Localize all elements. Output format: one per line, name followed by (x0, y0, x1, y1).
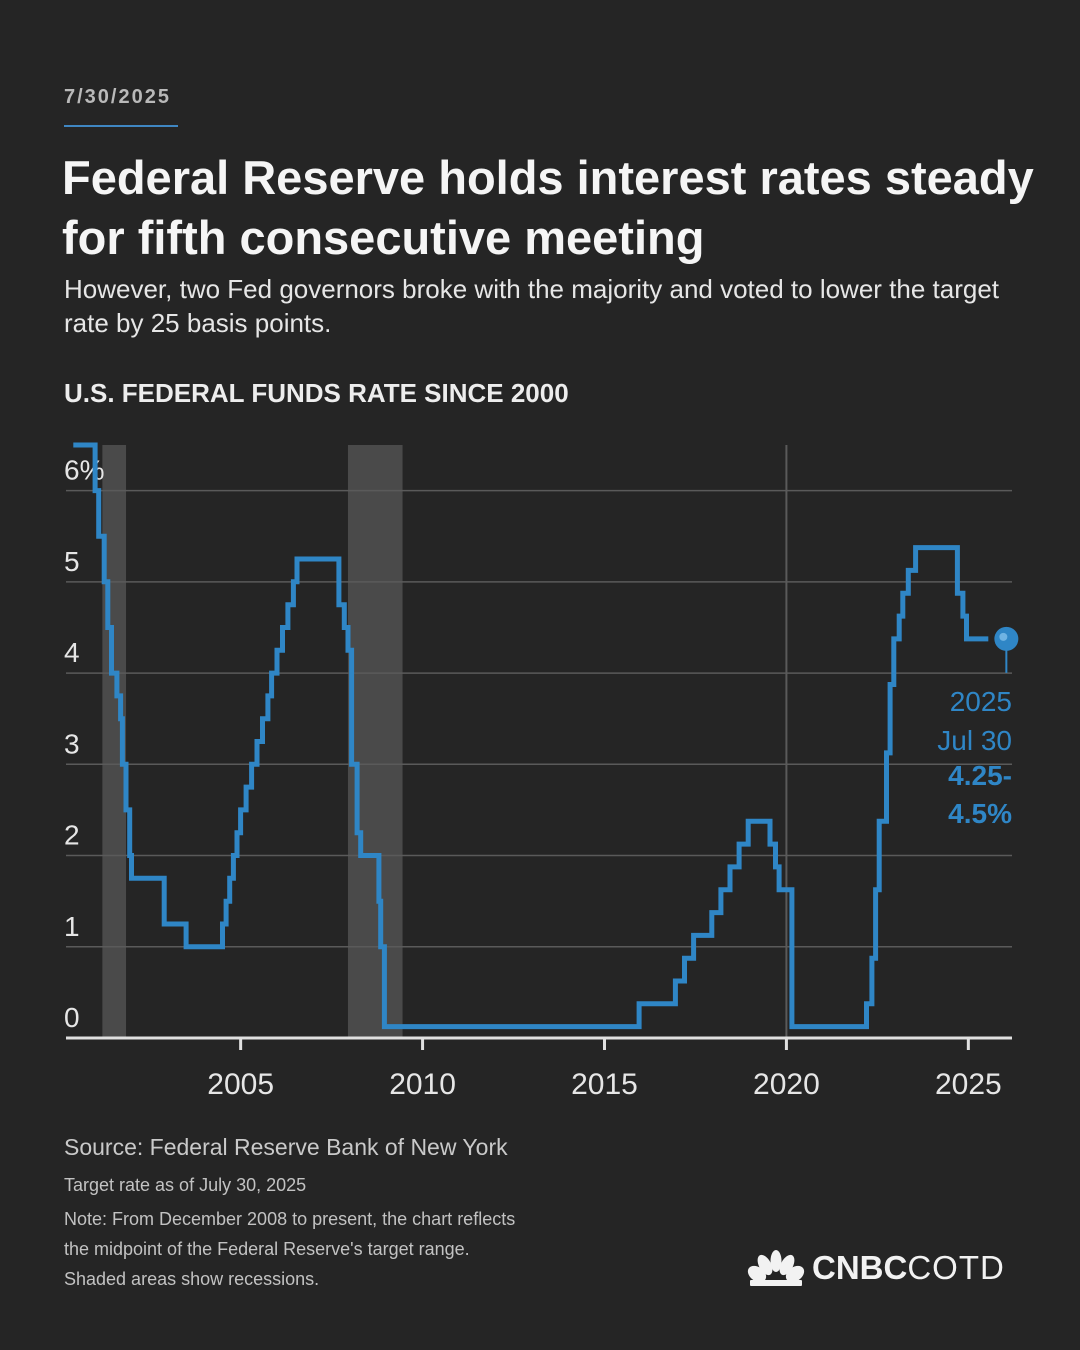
y-tick-label: 4 (64, 637, 80, 668)
annotation-line: 4.25- (948, 760, 1012, 791)
logo-wordmark-cnbc: CNBC (812, 1249, 908, 1286)
headline: Federal Reserve holds interest rates ste… (62, 151, 1034, 264)
note-line: Shaded areas show recessions. (64, 1269, 320, 1289)
date-rule (64, 125, 178, 127)
y-tick-label: 2 (64, 820, 80, 851)
annotation-line: 2025 (950, 686, 1012, 717)
asof-note: Target rate as of July 30, 2025 (64, 1175, 307, 1195)
annotation-line: Jul 30 (937, 725, 1012, 756)
y-tick-label: 6% (64, 455, 104, 486)
recession-band-2 (347, 445, 403, 1038)
x-ticks: 2005 2010 2015 2020 2025 (207, 1038, 1002, 1101)
logo-wordmark-cotd: COTD (907, 1249, 1005, 1286)
x-tick-label: 2020 (753, 1068, 820, 1101)
y-tick-label: 3 (64, 728, 80, 759)
x-tick-label: 2010 (389, 1068, 456, 1101)
chart-title: U.S. FEDERAL FUNDS RATE SINCE 2000 (64, 378, 569, 408)
rate-chart: 2005 2010 2015 2020 2025 0 1 2 3 4 5 6% 2025 Jul 30… (64, 442, 1019, 1101)
x-tick-label: 2025 (935, 1068, 1002, 1101)
source-note: Source: Federal Reserve Bank of New York (64, 1134, 508, 1160)
note-line: Note: From December 2008 to present, the… (64, 1209, 516, 1229)
annotation-line: 4.5% (948, 798, 1012, 829)
x-tick-label: 2005 (207, 1068, 274, 1101)
y-tick-label: 1 (64, 911, 80, 942)
rate-series-line (73, 442, 989, 1030)
marker-highlight (999, 632, 1008, 641)
note-line: the midpoint of the Federal Reserve's ta… (64, 1239, 470, 1259)
date-stamp: 7/30/2025 (64, 86, 171, 108)
peacock-icon (747, 1250, 805, 1286)
latest-value-annotation: 2025 Jul 30 4.25- 4.5% (937, 626, 1019, 829)
x-tick-label: 2015 (571, 1068, 638, 1101)
recession-shading (102, 445, 403, 1038)
y-tick-label: 5 (64, 546, 80, 577)
subheadline: However, two Fed governors broke with th… (64, 274, 1000, 338)
grid-lines (66, 489, 1012, 948)
cnbc-logo: CNBC COTD (746, 1248, 1005, 1288)
y-ticks: 0 1 2 3 4 5 6% (64, 455, 104, 1033)
methodology-note: Note: From December 2008 to present, the… (64, 1204, 604, 1294)
y-tick-label: 0 (64, 1002, 80, 1033)
